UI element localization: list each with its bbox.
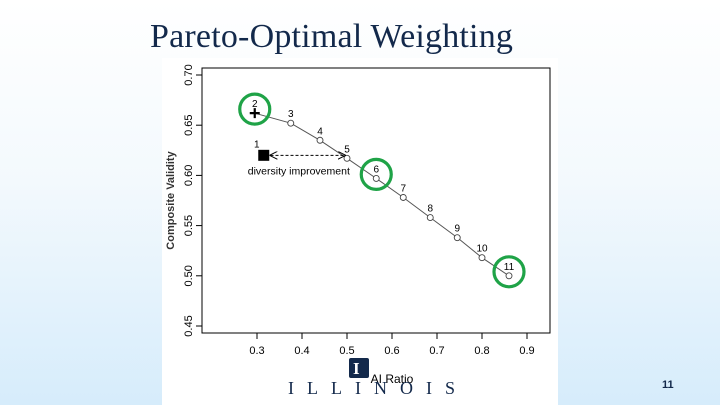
slide-title: Pareto-Optimal Weighting [150,18,514,55]
data-point [426,214,434,222]
x-tick-label: 0.8 [474,345,489,357]
y-tick-label: 0.65 [183,114,195,135]
highlight-ring [492,255,526,289]
data-point [316,136,324,144]
x-axis-label: AI Ratio [371,372,414,386]
data-label: 6 [373,164,379,175]
data-point [505,272,513,280]
chart-panel: 2 3 4 5 6 7 8 9 10 11 1 diversity improvement 0.3 0… [162,58,558,405]
data-label: 2 [252,99,258,110]
reference-point-label: 1 [254,139,260,150]
y-tick-label: 0.55 [183,215,195,236]
frontier-line [254,112,510,277]
y-tick-label: 0.60 [183,165,195,186]
data-point [478,254,486,262]
data-label: 3 [288,109,294,120]
slide-number: 11 [662,379,674,391]
data-label: 7 [400,183,406,194]
highlight-ring [359,157,393,192]
x-tick-label: 0.6 [384,345,399,357]
y-tick-label: 0.50 [183,265,195,286]
illinois-logo-icon: I [349,358,369,378]
highlight-ring [238,92,272,126]
data-point [343,154,351,162]
data-point [287,119,295,127]
data-label: 8 [427,204,433,215]
plot-frame [201,67,551,334]
data-label: 4 [317,126,323,137]
y-tick-label: 0.45 [183,315,195,336]
x-tick-label: 0.5 [339,345,354,357]
data-point [453,234,461,242]
x-tick-label: 0.7 [429,345,444,357]
x-tick-label: 0.9 [519,345,534,357]
data-point-cross [249,108,260,119]
data-point [399,194,407,201]
logo-letter: I [353,359,360,378]
data-label: 10 [476,244,488,255]
data-point [372,174,380,182]
annotation-text: diversity improvement [248,165,350,177]
reference-point [258,149,270,161]
data-label: 5 [344,144,350,155]
y-axis-label: Composite Validity [165,150,177,249]
x-tick-label: 0.4 [294,345,309,357]
illinois-wordmark: ILLINOIS [288,378,468,398]
y-tick-label: 0.70 [183,64,195,85]
data-label: 9 [454,224,460,235]
data-label: 11 [504,262,515,273]
x-tick-label: 0.3 [249,345,264,357]
